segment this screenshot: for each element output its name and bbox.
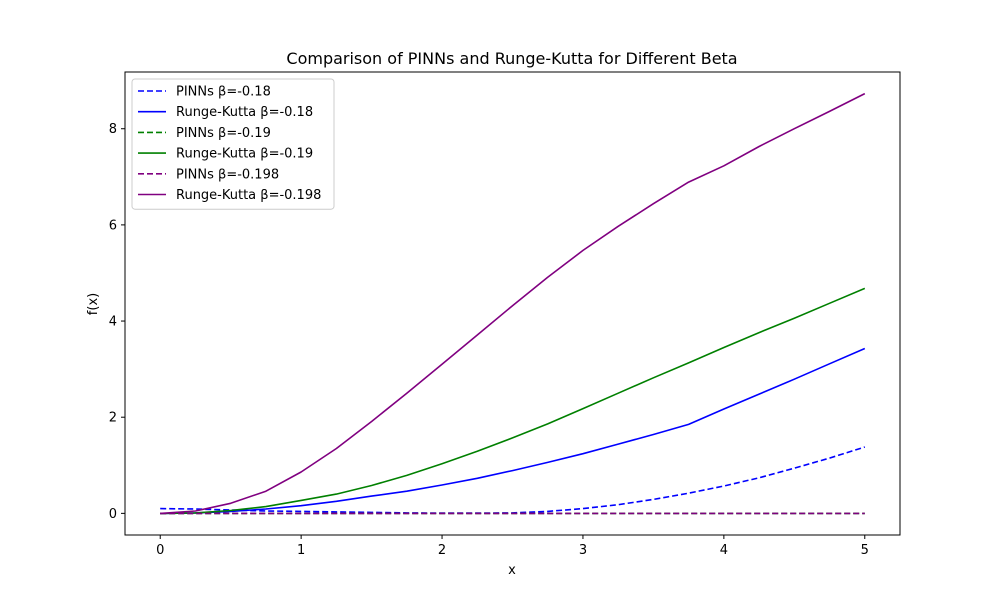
x-axis: 0 1 2 3 4 5 (156, 535, 869, 558)
x-tick-label: 1 (297, 543, 305, 558)
series-line-4 (160, 287, 866, 515)
chart-title: Comparison of PINNs and Runge-Kutta for … (286, 49, 737, 68)
legend-label: PINNs β=-0.18 (176, 85, 271, 100)
x-tick-label: 5 (861, 543, 869, 558)
x-tick-label: 4 (720, 543, 728, 558)
y-tick-label: 2 (109, 411, 117, 426)
legend: PINNs β=-0.18 Runge-Kutta β=-0.18 PINNs β=… (131, 78, 335, 210)
y-tick-label: 6 (109, 218, 117, 233)
y-tick-label: 8 (109, 122, 117, 137)
series-line-2 (160, 347, 866, 515)
y-tick-label: 0 (109, 507, 117, 522)
axes-frame (124, 71, 901, 536)
legend-label: Runge-Kutta β=-0.19 (176, 147, 313, 162)
x-tick-label: 0 (156, 543, 164, 558)
legend-label: PINNs β=-0.198 (176, 167, 279, 182)
x-tick-label: 2 (438, 543, 446, 558)
x-axis-label: x (508, 563, 516, 578)
legend-label: Runge-Kutta β=-0.18 (176, 105, 313, 120)
y-axis-label: f(x) (86, 293, 101, 315)
y-axis: 0 2 4 6 8 (109, 122, 125, 522)
legend-label: Runge-Kutta β=-0.198 (176, 188, 321, 203)
x-tick-label: 3 (579, 543, 587, 558)
legend-label: PINNs β=-0.19 (176, 126, 271, 141)
legend-box (131, 78, 335, 210)
y-tick-label: 4 (109, 315, 117, 330)
plot-area (160, 92, 866, 515)
series-line-6 (160, 92, 866, 515)
